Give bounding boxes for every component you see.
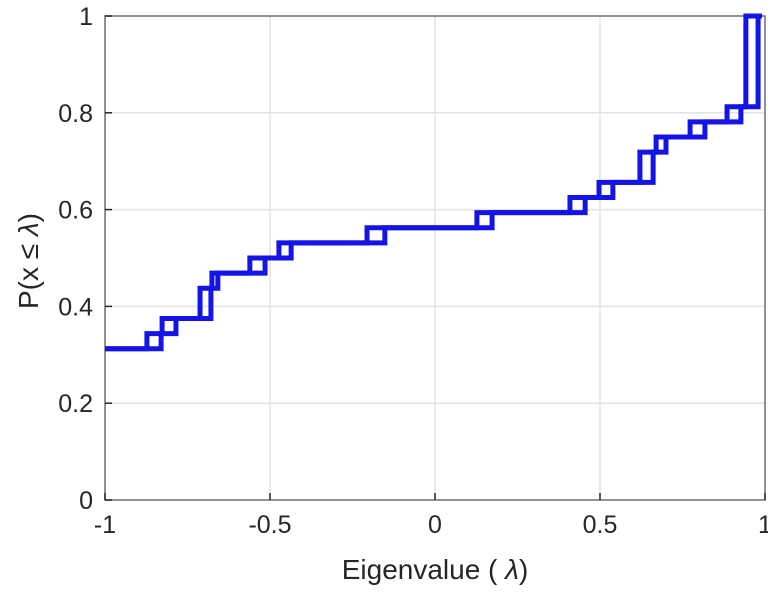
y-axis-label: P(x ≤ λ)	[13, 111, 45, 411]
ecdf-curve-ecdf-right-edges	[105, 13, 763, 352]
x-tick-label: 0.5	[583, 511, 618, 539]
lambda-symbol: λ	[505, 554, 519, 585]
x-axis-label-text: Eigenvalue (	[341, 554, 506, 585]
x-tick-label: 0	[428, 511, 442, 539]
y-tick-label: 0.8	[58, 100, 93, 128]
ecdf-curve-ecdf-left-edges	[105, 13, 759, 352]
x-tick-label: 1	[758, 511, 768, 539]
y-tick-label: 0.4	[58, 293, 93, 321]
y-tick-label: 1	[79, 3, 93, 31]
y-tick-label: 0	[79, 487, 93, 515]
y-axis-label-text: P(x ≤	[13, 236, 44, 310]
x-tick-label: -1	[94, 511, 116, 539]
x-axis-label-close: )	[518, 554, 529, 585]
lambda-symbol: λ	[13, 222, 44, 237]
y-tick-label: 0.6	[58, 197, 93, 225]
x-tick-label: -0.5	[248, 511, 291, 539]
y-tick-label: 0.2	[58, 390, 93, 418]
x-axis-label: Eigenvalue ( λ)	[105, 554, 765, 586]
y-axis-label-close: )	[13, 212, 44, 223]
